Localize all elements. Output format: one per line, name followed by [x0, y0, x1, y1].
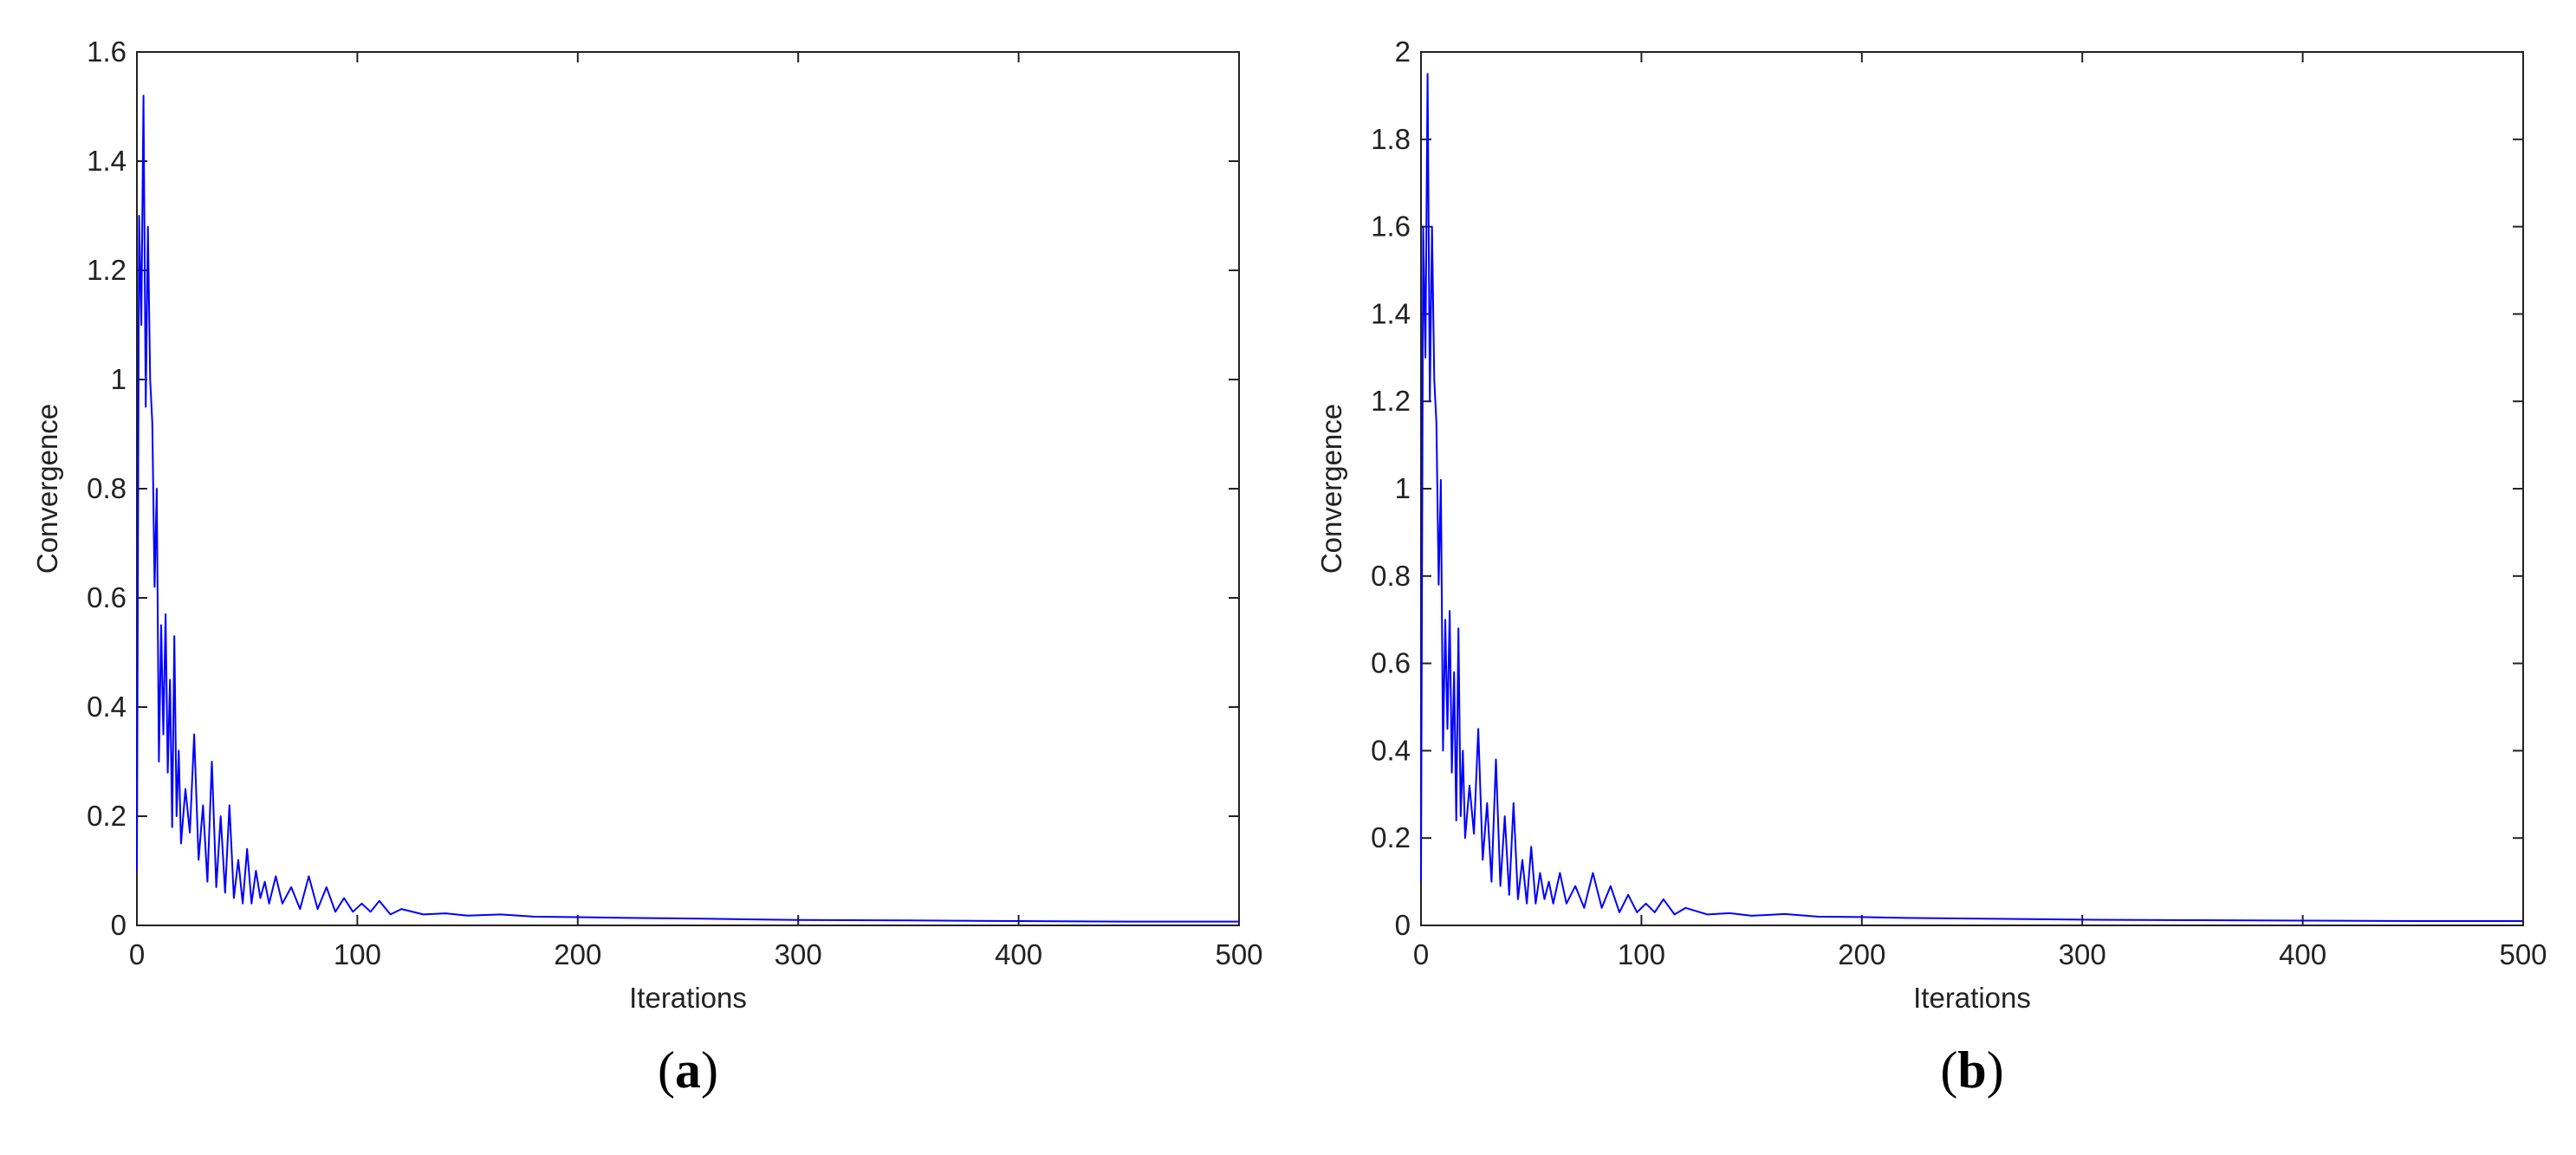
y-tick-label: 1.4	[87, 145, 127, 177]
y-tick-label: 1.2	[1371, 385, 1411, 417]
y-tick-label: 1.2	[87, 254, 127, 286]
series-line	[1420, 73, 2523, 922]
series-line	[136, 94, 1239, 923]
panel-caption: (a)	[658, 1041, 718, 1099]
x-tick-label: 0	[129, 938, 145, 970]
y-tick-label: 0.8	[1371, 560, 1411, 592]
y-tick-label: 0	[111, 909, 127, 941]
y-tick-label: 0.4	[1371, 734, 1411, 766]
y-axis-label: Convergence	[31, 404, 63, 574]
x-tick-label: 400	[995, 938, 1042, 970]
y-tick-label: 0	[1395, 909, 1411, 941]
y-tick-label: 0.6	[87, 581, 127, 613]
plot-frame	[1420, 51, 2524, 926]
y-tick-label: 0.8	[87, 472, 127, 504]
x-tick-label: 200	[554, 938, 601, 970]
x-tick-label: 400	[2279, 938, 2326, 970]
y-tick-label: 0.4	[87, 691, 127, 723]
y-axis-label: Convergence	[1315, 404, 1347, 574]
y-tick-label: 0.6	[1371, 647, 1411, 679]
chart-panel-a: 0 0.2 0.4 0.6 0.8 1 1.2 1.4 1.6 0 100 200 300 400 500 I…	[31, 36, 1263, 1099]
x-tick-label: 500	[2499, 938, 2547, 970]
y-tick-label: 1	[111, 363, 127, 395]
y-tick-label: 0.2	[87, 800, 127, 832]
y-tick-label: 1.8	[1371, 123, 1411, 155]
x-tick-label: 100	[1618, 938, 1665, 970]
x-tick-label: 200	[1838, 938, 1885, 970]
x-axis-label: Iterations	[629, 982, 747, 1014]
x-tick-label: 100	[334, 938, 381, 970]
x-tick-label: 0	[1413, 938, 1429, 970]
y-tick-label: 2	[1395, 36, 1411, 68]
y-tick-label: 1.4	[1371, 297, 1411, 329]
y-tick-label: 0.2	[1371, 821, 1411, 853]
y-tick-label: 1	[1395, 472, 1411, 504]
plot-frame	[136, 51, 1240, 926]
y-tick-label: 1.6	[87, 36, 127, 68]
panel-caption: (b)	[1940, 1041, 2003, 1099]
x-axis-label: Iterations	[1913, 982, 2031, 1014]
x-tick-label: 300	[775, 938, 822, 970]
chart-panel-b: 0 0.2 0.4 0.6 0.8 1 1.2 1.4 1.6 1.8 2 0 100 200 300 400…	[1315, 36, 2547, 1099]
x-tick-label: 300	[2059, 938, 2106, 970]
x-tick-label: 500	[1215, 938, 1262, 970]
y-tick-label: 1.6	[1371, 211, 1411, 243]
